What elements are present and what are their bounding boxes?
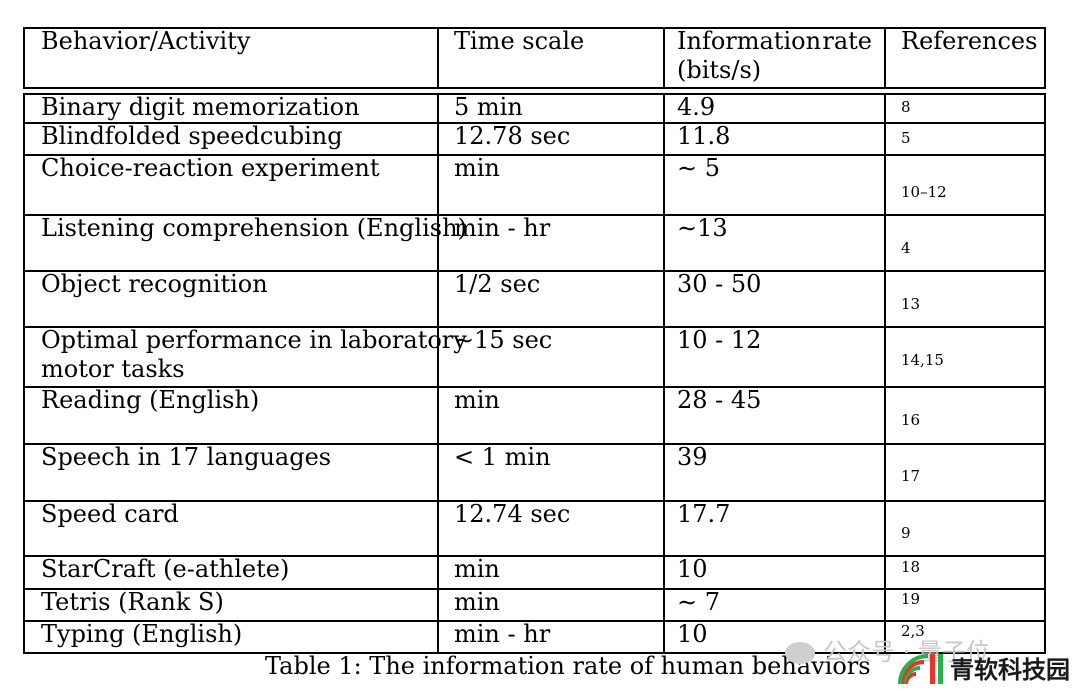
table-column-rule	[663, 27, 665, 87]
header-time-scale: Time scale	[454, 27, 585, 55]
behavior-cell: Listening comprehension (English)	[41, 214, 467, 242]
faint-watermark-text: 公众号 · 量子位	[823, 638, 990, 666]
time-scale-cell: min	[454, 154, 500, 182]
reference-cell: 2,3	[901, 622, 925, 640]
table-rule	[23, 386, 1046, 388]
time-scale-cell: min	[454, 588, 500, 616]
table-rule	[23, 326, 1046, 328]
information-rate-cell: 10 - 12	[677, 326, 762, 354]
behavior-cell: Binary digit memorization	[41, 93, 360, 121]
behavior-cell: Choice-reaction experiment	[41, 154, 380, 182]
behavior-cell: Reading (English)	[41, 386, 260, 414]
reference-cell: 14,15	[901, 351, 944, 369]
table-rule	[23, 214, 1046, 216]
behavior-cell: Speech in 17 languages	[41, 443, 332, 471]
reference-cell: 16	[901, 411, 921, 429]
behavior-cell: StarCraft (e-athlete)	[41, 555, 290, 583]
time-scale-cell: min - hr	[454, 620, 551, 648]
table-column-rule	[1044, 27, 1046, 87]
time-scale-cell: min - hr	[454, 214, 551, 242]
time-scale-cell: 12.74 sec	[454, 500, 571, 528]
time-scale-cell: ∼15 sec	[454, 326, 553, 354]
table-rule	[23, 154, 1046, 156]
table-rule	[23, 588, 1046, 590]
table-rule	[23, 122, 1046, 124]
time-scale-cell: min	[454, 386, 500, 414]
header-rate-word: rate	[822, 27, 872, 55]
time-scale-cell: min	[454, 555, 500, 583]
table-rule	[23, 500, 1046, 502]
table-rule	[23, 620, 1046, 622]
time-scale-cell: 5 min	[454, 93, 523, 121]
reference-cell: 5	[901, 129, 911, 147]
table-rule	[23, 652, 1046, 654]
reference-cell: 18	[901, 558, 921, 576]
header-information-rate: Information rate (bits/s)	[677, 27, 872, 85]
table-column-rule	[884, 27, 886, 87]
behavior-cell: Optimal performance in laboratory	[41, 326, 467, 354]
information-rate-cell: 10	[677, 620, 708, 648]
information-rate-cell: ∼ 5	[677, 154, 721, 182]
behavior-cell: Tetris (Rank S)	[41, 588, 224, 616]
time-scale-cell: 12.78 sec	[454, 122, 571, 150]
table-column-rule	[884, 93, 886, 652]
table-column-rule	[1044, 93, 1046, 652]
reference-cell: 10–12	[901, 183, 947, 201]
information-rate-cell: 11.8	[677, 122, 731, 150]
logo-watermark: 青软科技园	[898, 643, 1073, 691]
header-references: References	[901, 27, 1038, 55]
table-column-rule	[663, 93, 665, 652]
information-rate-cell: 10	[677, 555, 708, 583]
behavior-cell: Blindfolded speedcubing	[41, 122, 343, 150]
table-column-rule	[23, 93, 25, 652]
table-rule	[23, 443, 1046, 445]
table-rule	[23, 87, 1046, 89]
behavior-cell: Speed card	[41, 500, 179, 528]
information-rate-cell: 17.7	[677, 500, 731, 528]
faint-watermark: 公众号 · 量子位	[785, 632, 990, 667]
table-rule	[23, 270, 1046, 272]
header-behavior: Behavior/Activity	[41, 27, 251, 55]
reference-cell: 8	[901, 98, 911, 116]
reference-cell: 17	[901, 467, 921, 485]
information-rate-cell: 28 - 45	[677, 386, 762, 414]
behavior-cell-continued: motor tasks	[41, 355, 185, 383]
logo-watermark-text: 青软科技园	[950, 655, 1070, 684]
wechat-icon	[785, 642, 815, 664]
reference-cell: 4	[901, 239, 911, 257]
time-scale-cell: 1/2 sec	[454, 270, 541, 298]
time-scale-cell: < 1 min	[454, 443, 551, 471]
header-information-word: Information	[677, 27, 822, 55]
table-column-rule	[437, 27, 439, 87]
table-column-rule	[437, 93, 439, 652]
table-rule	[23, 555, 1046, 557]
header-information-rate-units: (bits/s)	[677, 56, 762, 84]
table-column-rule	[23, 27, 25, 87]
table-caption: Table 1: The information rate of human b…	[265, 652, 871, 680]
information-rate-cell: 30 - 50	[677, 270, 762, 298]
information-rate-cell: ∼13	[677, 214, 728, 242]
table-rule	[23, 27, 1046, 29]
information-rate-cell: 4.9	[677, 93, 716, 121]
behavior-cell: Object recognition	[41, 270, 268, 298]
header-information-rate-line1: Information rate	[677, 27, 872, 56]
table-rule	[23, 93, 1046, 95]
information-rate-cell: 39	[677, 443, 708, 471]
reference-cell: 9	[901, 524, 911, 542]
signal-arcs-icon	[898, 654, 943, 685]
information-rate-cell: ∼ 7	[677, 588, 721, 616]
behavior-cell: Typing (English)	[41, 620, 243, 648]
reference-cell: 13	[901, 295, 921, 313]
reference-cell: 19	[901, 590, 921, 608]
